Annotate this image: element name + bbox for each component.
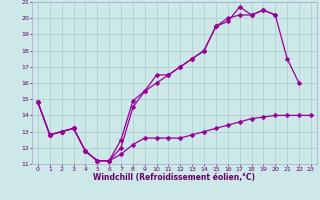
X-axis label: Windchill (Refroidissement éolien,°C): Windchill (Refroidissement éolien,°C)	[93, 173, 255, 182]
